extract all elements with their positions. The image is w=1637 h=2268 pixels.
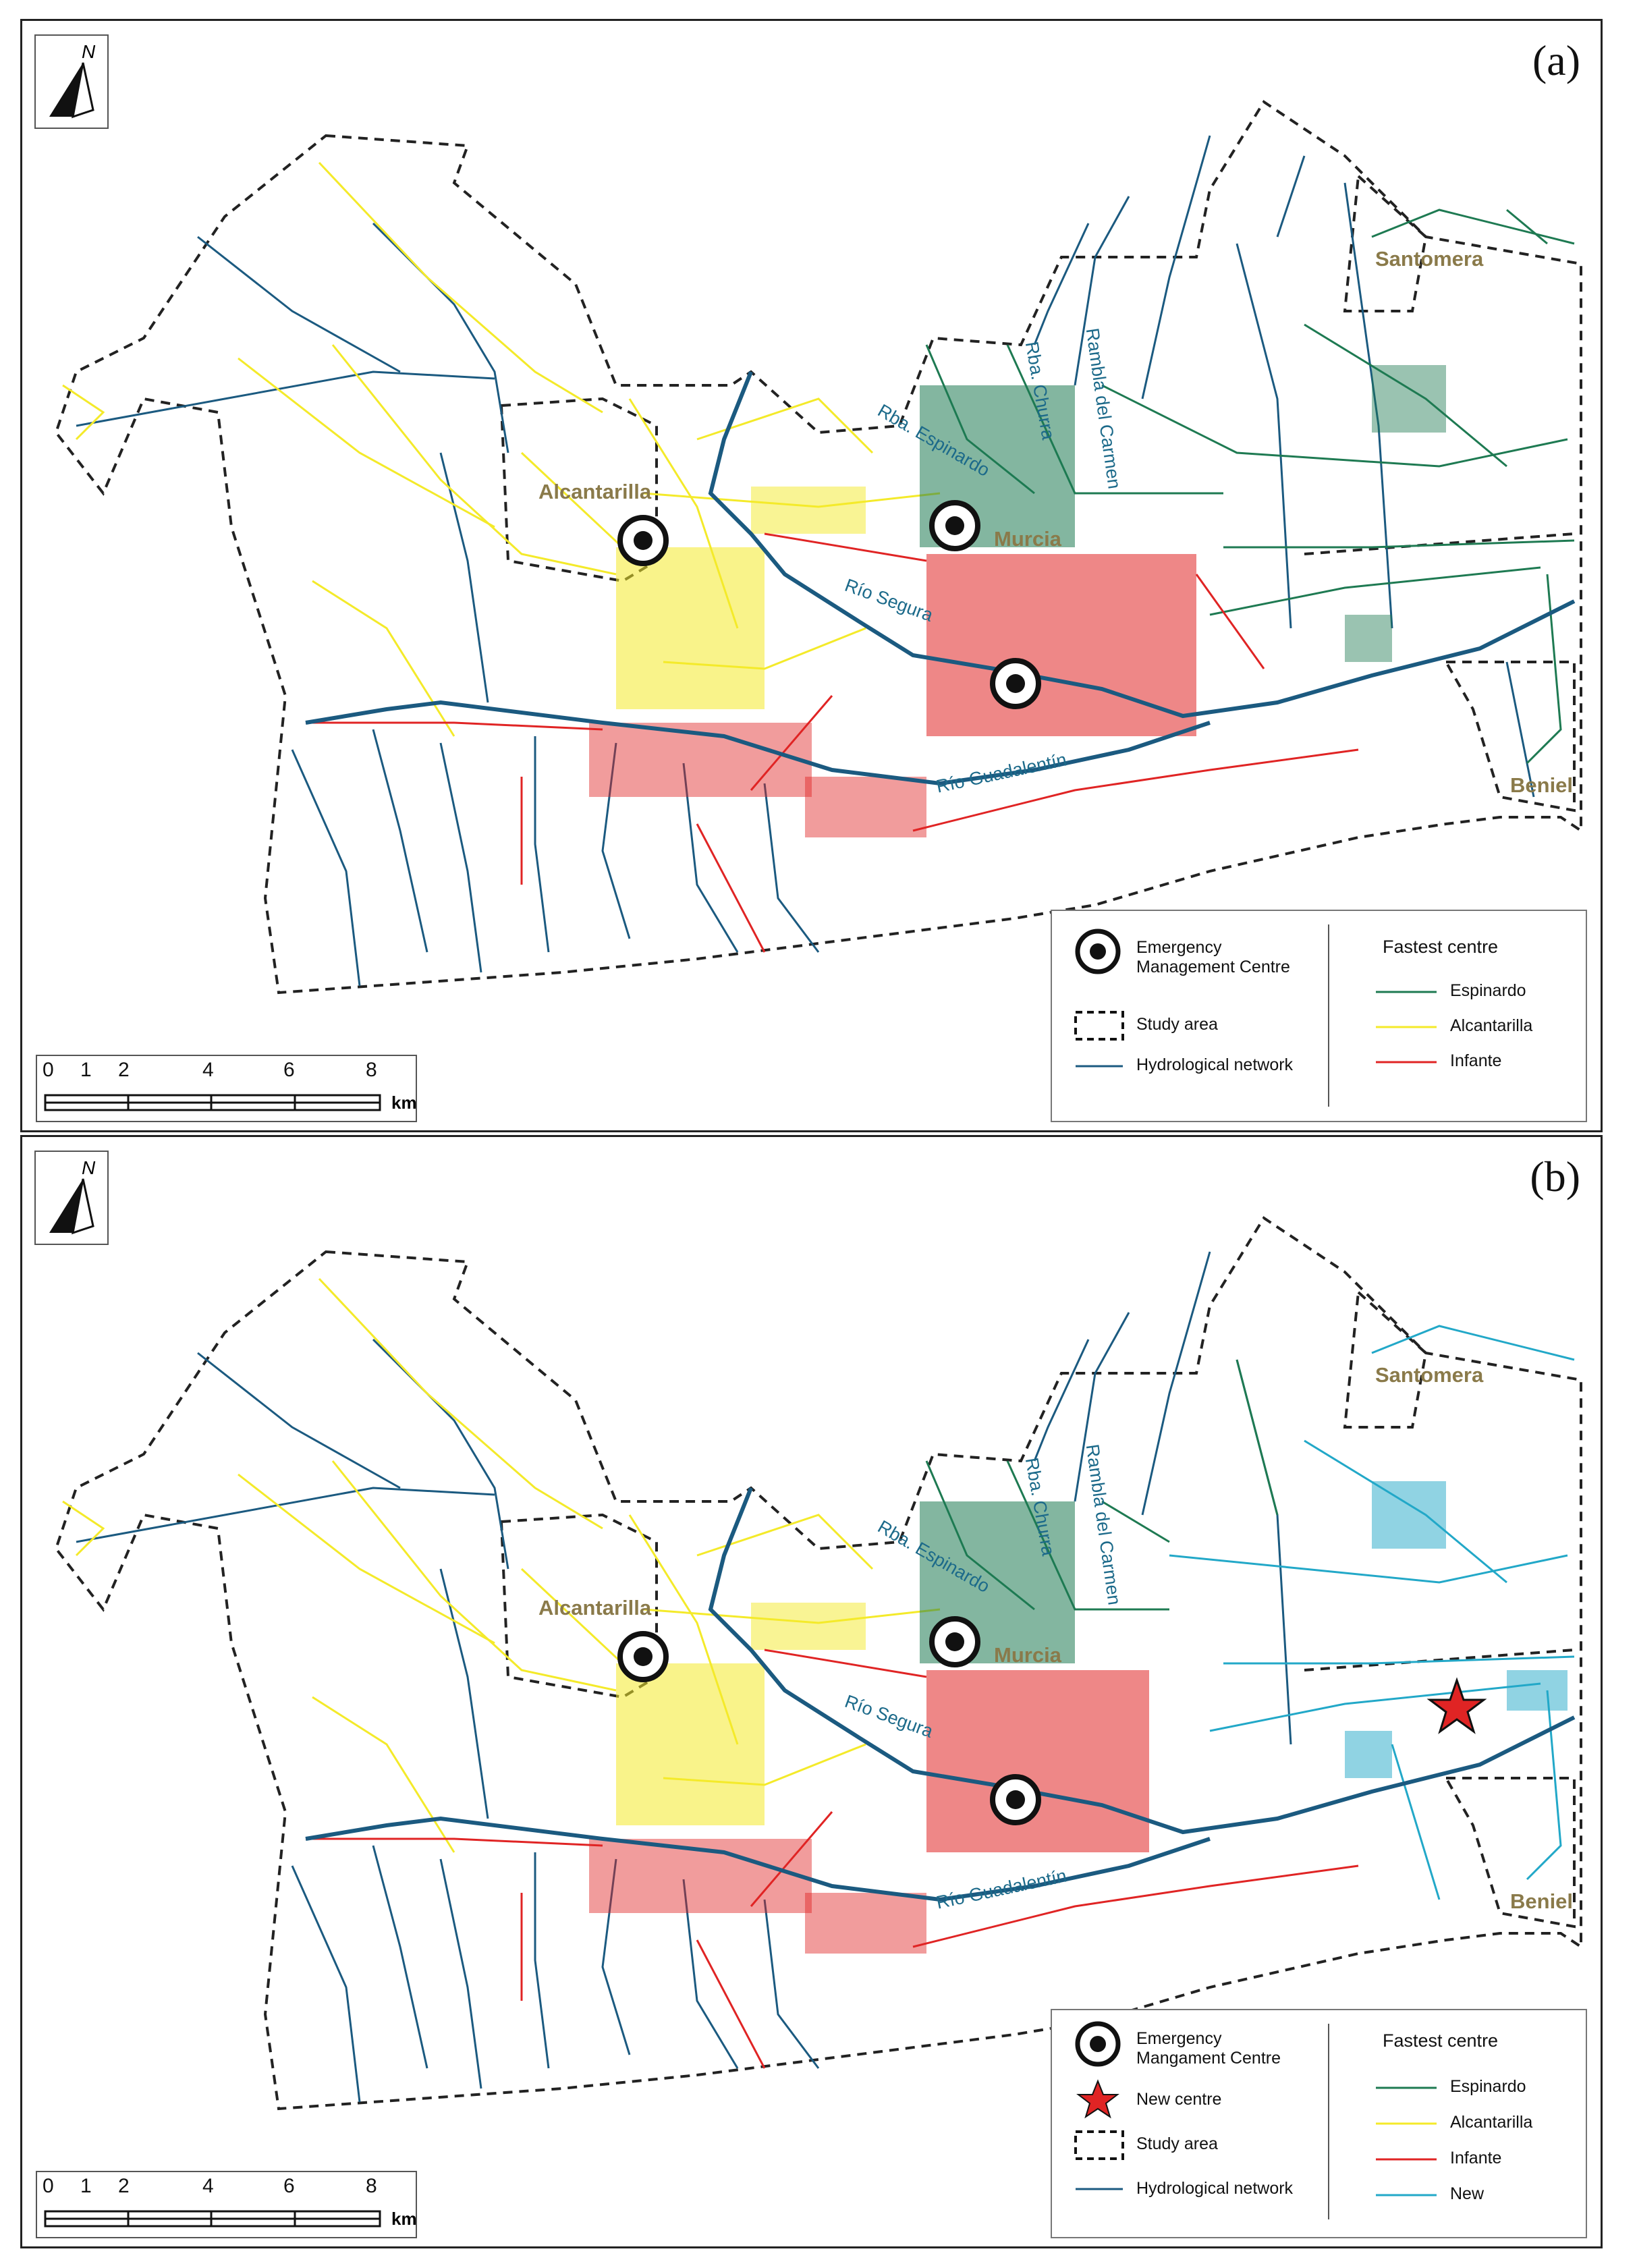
emc-alcantarilla-icon <box>617 515 669 566</box>
place-beniel: Beniel <box>1510 773 1574 797</box>
legend-emc-icon <box>1075 2021 1121 2067</box>
scale-tick: 4 <box>202 2175 214 2197</box>
place-alcantarilla: Alcantarilla <box>538 480 652 503</box>
legend: Emergency Management Centre Study area H… <box>1051 910 1587 1122</box>
legend-hydro-label: Hydrological network <box>1136 1055 1294 1074</box>
emc-infante-icon <box>990 658 1041 709</box>
study-area-boundary <box>54 1216 1582 2111</box>
scale-bar-graphic <box>44 2210 381 2228</box>
map-panel-a: (a) N 0 1 2 4 6 8 km Alcantarilla Murcia… <box>20 19 1603 1132</box>
north-arrow: N <box>34 34 109 129</box>
emc-espinardo-icon <box>929 1616 980 1667</box>
legend-class-infante: Infante <box>1450 1051 1502 1070</box>
network-new <box>1169 1325 1575 1900</box>
legend-star-icon <box>1076 2079 1119 2119</box>
map-panel-b: (b) N 0 1 2 4 6 8 km Alcantarilla Murcia… <box>20 1135 1603 2248</box>
legend-emc-label: Emergency Management Centre <box>1136 938 1290 976</box>
place-santomera: Santomera <box>1375 1363 1484 1387</box>
scale-tick: 6 <box>283 1059 295 1081</box>
network-alcantarilla <box>62 161 941 737</box>
scale-tick: 2 <box>118 1059 130 1081</box>
place-murcia: Murcia <box>994 1643 1061 1667</box>
legend-class-new: New <box>1450 2184 1485 2203</box>
legend-study-area-label: Study area <box>1136 2134 1218 2153</box>
scale-bar: 0 1 2 4 6 8 km <box>36 2171 417 2238</box>
new-urban <box>1372 1481 1446 1549</box>
map-canvas-a <box>54 100 1582 995</box>
scale-tick: 1 <box>80 1059 92 1081</box>
scale-tick: 2 <box>118 2175 130 2197</box>
legend-class-espinardo: Espinardo <box>1450 2077 1526 2096</box>
scale-unit: km <box>391 2209 417 2229</box>
scale-tick: 8 <box>366 2175 377 2197</box>
scale-tick: 0 <box>43 2175 54 2197</box>
scale-tick: 0 <box>43 1059 54 1081</box>
rio-segura <box>708 370 1576 719</box>
scale-bar: 0 1 2 4 6 8 km <box>36 1055 417 1122</box>
place-beniel: Beniel <box>1510 1889 1574 1913</box>
emc-alcantarilla-icon <box>617 1631 669 1682</box>
legend-class-alcantarilla: Alcantarilla <box>1450 2113 1533 2132</box>
rio-segura <box>708 1487 1576 1835</box>
emc-infante-icon <box>990 1774 1041 1825</box>
network-infante <box>306 1649 1359 2069</box>
scale-unit: km <box>391 1092 417 1113</box>
legend-hydro-label: Hydrological network <box>1136 2179 1294 2198</box>
legend-class-infante: Infante <box>1450 2149 1502 2167</box>
legend-heading: Fastest centre <box>1383 2030 1499 2051</box>
scale-bar-graphic <box>44 1094 381 1111</box>
scale-tick: 4 <box>202 1059 214 1081</box>
map-canvas-b <box>54 1216 1582 2111</box>
legend-heading: Fastest centre <box>1383 937 1499 957</box>
north-arrow-icon <box>49 62 94 119</box>
scale-tick: 6 <box>283 2175 295 2197</box>
legend-symbols <box>1074 924 1437 1107</box>
panel-label: (b) <box>1530 1153 1580 1200</box>
legend: Emergency Mangament Centre New centre St… <box>1051 2009 1587 2238</box>
north-arrow: N <box>34 1151 109 1245</box>
place-santomera: Santomera <box>1375 247 1484 271</box>
legend-class-espinardo: Espinardo <box>1450 981 1526 1000</box>
hydrological-network <box>76 135 1535 987</box>
legend-study-area-symbol <box>1074 1011 1124 1041</box>
rio-guadalentin <box>305 700 1211 786</box>
legend-symbols <box>1074 2021 1437 2219</box>
scale-tick: 1 <box>80 2175 92 2197</box>
north-arrow-icon <box>49 1178 94 1235</box>
legend-emc-label: Emergency Mangament Centre <box>1136 2029 1281 2068</box>
legend-study-area-label: Study area <box>1136 1015 1218 1034</box>
panel-label: (a) <box>1532 36 1580 84</box>
rio-guadalentin <box>305 1816 1211 1902</box>
north-label: N <box>82 41 96 62</box>
place-alcantarilla: Alcantarilla <box>538 1596 652 1620</box>
alcantarilla-urban <box>616 547 765 709</box>
legend-study-area-symbol <box>1074 2130 1124 2160</box>
legend-emc-icon <box>1075 929 1121 974</box>
legend-class-alcantarilla: Alcantarilla <box>1450 1016 1533 1035</box>
place-murcia: Murcia <box>994 527 1061 551</box>
emc-espinardo-icon <box>929 500 980 551</box>
scale-tick: 8 <box>366 1059 377 1081</box>
network-infante <box>306 532 1359 953</box>
study-area-boundary <box>54 100 1582 995</box>
network-alcantarilla <box>62 1277 941 1853</box>
north-label: N <box>82 1157 96 1178</box>
new-centre-star-icon <box>1426 1677 1487 1734</box>
legend-new-centre-label: New centre <box>1136 2090 1222 2109</box>
